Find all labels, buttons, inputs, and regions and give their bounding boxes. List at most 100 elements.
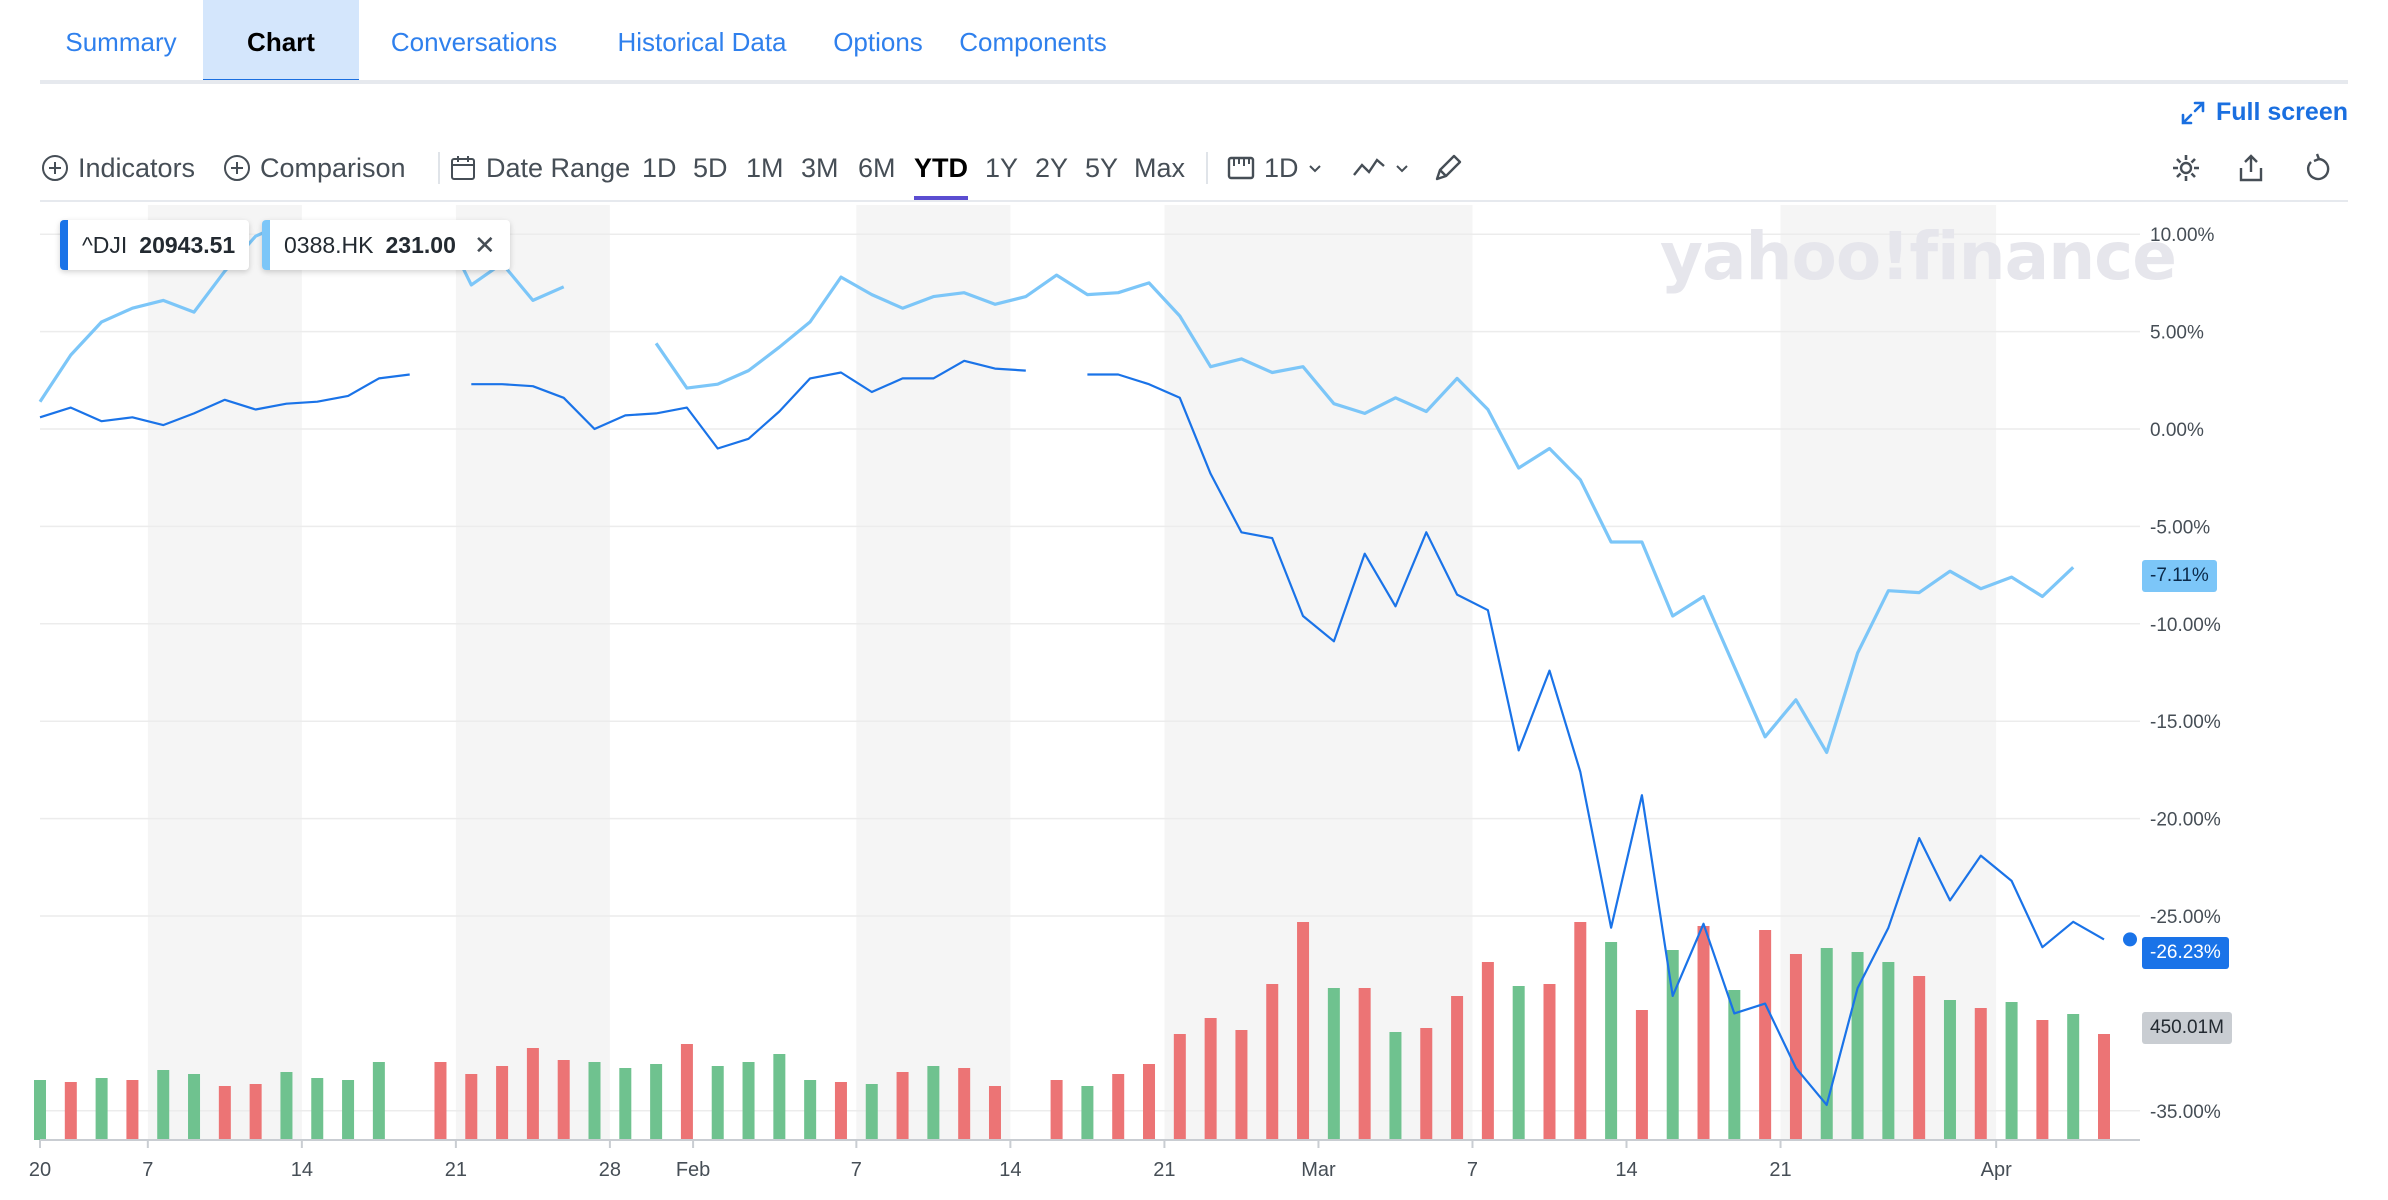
range-3m[interactable]: 3M (801, 152, 839, 183)
x-tick-label: 7 (851, 1159, 862, 1181)
range-ytd[interactable]: YTD (914, 140, 968, 200)
volume-bar (2098, 1034, 2110, 1140)
series-line-dji (39, 359, 2105, 1106)
x-tick-label: 21 (1153, 1159, 1175, 1181)
legend-value: 20943.51 (139, 231, 236, 258)
chevron-down-icon (1396, 165, 1408, 173)
y-tick-label: -5.00% (2150, 517, 2210, 538)
interval-dropdown[interactable]: 1D (1226, 140, 1323, 196)
tab-options[interactable]: Options (833, 26, 923, 57)
x-tick-label: 28 (599, 1159, 621, 1181)
tab-chart[interactable]: Chart (203, 0, 359, 84)
tab-summary[interactable]: Summary (65, 26, 177, 57)
tab-conversations[interactable]: Conversations (390, 26, 558, 57)
volume-bar (557, 1060, 570, 1140)
legend-dji[interactable]: ^DJI 20943.51 (60, 220, 250, 270)
volume-bar (742, 1062, 755, 1140)
settings-button[interactable] (2170, 140, 2202, 196)
x-tick-label: Mar (1301, 1159, 1336, 1181)
legend-0388hk[interactable]: 0388.HK 231.00 ✕ (262, 220, 510, 270)
volume-bar (1943, 1000, 1956, 1140)
volume-bar (1389, 1032, 1402, 1140)
y-tick-label: -25.00% (2150, 907, 2221, 928)
calendar-icon (451, 156, 475, 180)
volume-bar (342, 1080, 355, 1140)
volume-bar (34, 1080, 46, 1140)
volume-bar (1451, 996, 1464, 1140)
comparison-button[interactable]: Comparison (222, 140, 406, 196)
volume-bar (311, 1078, 324, 1140)
x-tick-label: 14 (999, 1159, 1021, 1181)
date-range-label: Date Range (486, 152, 631, 183)
share-button[interactable] (2236, 140, 2266, 196)
volume-bar (650, 1064, 663, 1140)
share-icon (2239, 154, 2263, 182)
volume-bar (1512, 986, 1525, 1140)
volume-bar (1974, 1008, 1987, 1140)
shaded-band (856, 205, 1011, 1140)
tab-components[interactable]: Components (959, 26, 1107, 57)
volume-bar (1112, 1074, 1125, 1140)
range-1m[interactable]: 1M (746, 152, 784, 183)
x-tick-label: 21 (445, 1159, 467, 1181)
volume-bar (619, 1068, 632, 1140)
range-max[interactable]: Max (1134, 152, 1186, 183)
volume-bar (1420, 1028, 1433, 1140)
volume-bar (1081, 1086, 1094, 1140)
volume-bar (1266, 984, 1279, 1140)
volume-bar (372, 1062, 385, 1140)
volume-bar (1204, 1018, 1217, 1140)
tab-historical-data[interactable]: Historical Data (617, 26, 787, 57)
draw-button[interactable] (1432, 140, 1464, 196)
range-5d[interactable]: 5D (693, 152, 728, 183)
range-6m[interactable]: 6M (858, 152, 896, 183)
volume-bar (280, 1072, 293, 1140)
x-tick-label: 21 (1769, 1159, 1791, 1181)
volume-bar (1235, 1030, 1248, 1140)
shaded-band (147, 205, 302, 1140)
volume-bar (1143, 1064, 1156, 1140)
price-chart[interactable]: 10.00% 5.00% 0.00% -5.00% -10.00% -15.00% -20.… (0, 200, 2388, 1200)
reset-icon (2306, 153, 2330, 181)
line-chart-icon (1353, 158, 1385, 176)
range-1d[interactable]: 1D (642, 152, 677, 183)
range-2y[interactable]: 2Y (1035, 152, 1069, 183)
volume-bar (249, 1084, 262, 1140)
volume-bar (188, 1074, 201, 1140)
shaded-band (455, 205, 610, 1140)
volume-bar (1327, 988, 1340, 1140)
x-tick-label: 14 (1615, 1159, 1637, 1181)
reset-button[interactable] (2302, 140, 2334, 196)
volume-bar (1728, 990, 1741, 1140)
chevron-down-icon (1308, 165, 1321, 173)
volume-bar (1789, 954, 1802, 1140)
volume-bar (834, 1082, 847, 1140)
indicators-button[interactable]: Indicators (40, 140, 195, 196)
volume-bar (711, 1066, 724, 1140)
range-1y[interactable]: 1Y (985, 152, 1019, 183)
date-range-button[interactable]: Date Range (448, 140, 630, 196)
toolbar-divider (40, 200, 2348, 202)
remove-comparison-icon[interactable]: ✕ (473, 229, 496, 260)
volume-bar (218, 1086, 231, 1140)
volume-bar (526, 1048, 539, 1140)
volume-bar (927, 1066, 940, 1140)
range-5y[interactable]: 5Y (1085, 152, 1119, 183)
volume-bar (896, 1072, 909, 1140)
legend-symbol: 0388.HK (284, 231, 374, 258)
legend-color-swatch (262, 220, 270, 270)
chart-type-dropdown[interactable] (1352, 140, 1410, 196)
volume-bar (1358, 988, 1371, 1140)
volume-bar (1481, 962, 1494, 1140)
volume-bar (1173, 1034, 1186, 1140)
volume-bar (773, 1054, 786, 1140)
fullscreen-label: Full screen (2216, 98, 2348, 126)
last-value-tag-dji: -26.23% (2142, 937, 2229, 969)
tab-bar: Summary Chart Conversations Historical D… (40, 0, 2348, 88)
fullscreen-button[interactable]: Full screen (2180, 98, 2348, 127)
chart-toolbar: Indicators Comparison Date Range 1D 5D 1… (40, 140, 2348, 202)
candle-ruler-icon (1227, 156, 1255, 180)
x-tick-label: Feb (676, 1159, 710, 1181)
legend-value: 231.00 (385, 231, 456, 258)
plus-circle-icon (224, 155, 250, 181)
